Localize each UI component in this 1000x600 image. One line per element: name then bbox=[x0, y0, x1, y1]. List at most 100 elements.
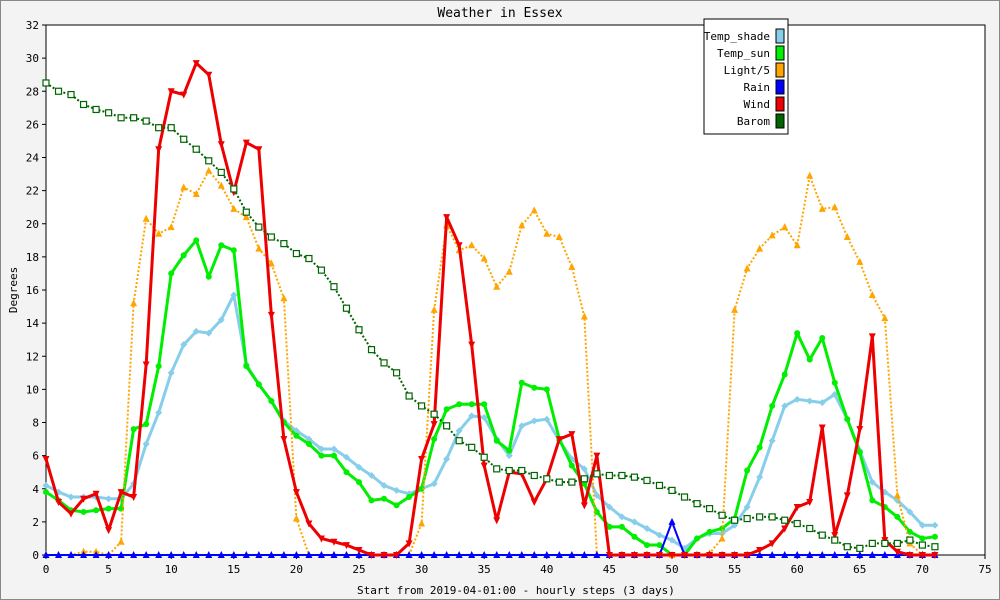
data-point-wind bbox=[655, 552, 663, 559]
series-barom bbox=[42, 79, 939, 552]
data-point-barom bbox=[831, 536, 839, 544]
data-point-temp-shade bbox=[368, 472, 376, 479]
data-point-rain bbox=[843, 551, 851, 558]
data-point-wind bbox=[530, 499, 538, 506]
plot-area bbox=[45, 24, 986, 556]
data-point-wind bbox=[618, 552, 626, 559]
data-point-temp-sun bbox=[143, 421, 150, 428]
data-point-temp-sun bbox=[456, 401, 463, 408]
data-point-barom bbox=[881, 539, 889, 548]
data-point-rain bbox=[217, 551, 225, 558]
y-tick-label: 30 bbox=[26, 52, 39, 65]
data-point-temp-shade bbox=[505, 452, 513, 460]
data-point-rain bbox=[480, 551, 488, 558]
data-point-barom bbox=[906, 536, 914, 544]
data-point-temp-shade bbox=[931, 521, 939, 529]
data-point-light-5 bbox=[881, 314, 889, 322]
data-point-temp-shade bbox=[868, 478, 876, 486]
data-point-barom bbox=[180, 135, 188, 143]
data-point-wind bbox=[668, 552, 676, 559]
y-tick-label: 10 bbox=[26, 383, 39, 396]
legend-swatch bbox=[775, 113, 785, 129]
data-point-light-5 bbox=[155, 229, 163, 237]
data-point-light-5 bbox=[731, 305, 739, 313]
x-tick-label: 60 bbox=[791, 563, 804, 576]
data-point-wind bbox=[743, 552, 751, 559]
x-tick-label: 50 bbox=[665, 563, 678, 576]
data-point-temp-shade bbox=[768, 437, 776, 445]
data-point-wind bbox=[893, 548, 901, 556]
series-wind bbox=[42, 60, 939, 559]
data-point-temp-sun bbox=[781, 371, 788, 378]
data-point-temp-sun bbox=[656, 542, 663, 549]
data-point-barom bbox=[230, 185, 238, 193]
data-point-barom bbox=[455, 437, 463, 445]
data-point-wind bbox=[906, 552, 914, 559]
data-point-barom bbox=[868, 539, 876, 548]
legend-label: Temp_shade bbox=[704, 30, 770, 43]
data-point-temp-sun bbox=[831, 379, 838, 386]
x-axis-ticks: 0 5 10 15 20 25 30 35 40 45 50 55 60 65 70 75 bbox=[43, 555, 992, 576]
data-point-wind bbox=[242, 139, 250, 147]
data-point-temp-sun bbox=[744, 467, 751, 474]
data-point-temp-sun bbox=[706, 528, 713, 535]
data-point-barom bbox=[242, 208, 250, 216]
y-tick-label: 24 bbox=[26, 152, 40, 165]
data-point-temp-shade bbox=[906, 508, 914, 516]
data-point-wind bbox=[368, 552, 376, 559]
data-point-temp-sun bbox=[343, 469, 350, 476]
data-point-barom bbox=[367, 346, 376, 354]
data-point-temp-shade bbox=[330, 445, 338, 453]
data-point-wind bbox=[267, 311, 275, 319]
data-point-rain bbox=[430, 551, 438, 558]
data-point-rain bbox=[255, 551, 263, 558]
data-point-barom bbox=[655, 481, 664, 490]
data-point-temp-sun bbox=[919, 535, 926, 542]
data-point-wind bbox=[42, 455, 50, 463]
data-point-temp-shade bbox=[831, 390, 839, 398]
data-point-wind bbox=[292, 489, 300, 497]
data-point-light-5 bbox=[480, 254, 488, 262]
data-point-rain bbox=[130, 551, 138, 558]
data-point-temp-shade bbox=[155, 409, 163, 417]
data-point-rain bbox=[768, 551, 776, 558]
data-point-light-5 bbox=[893, 491, 901, 499]
x-tick-label: 5 bbox=[105, 563, 112, 576]
data-point-barom bbox=[217, 168, 225, 177]
data-point-temp-shade bbox=[668, 536, 676, 544]
data-point-barom bbox=[630, 473, 639, 481]
data-point-light-5 bbox=[781, 223, 789, 231]
data-point-rain bbox=[468, 551, 476, 558]
data-point-rain bbox=[105, 551, 113, 558]
data-point-rain bbox=[793, 551, 801, 558]
series-layer bbox=[42, 60, 939, 559]
data-point-rain bbox=[42, 551, 50, 558]
data-point-temp-sun bbox=[168, 270, 175, 277]
data-point-wind bbox=[756, 547, 764, 555]
data-point-temp-sun bbox=[381, 495, 388, 502]
data-point-temp-shade bbox=[380, 481, 388, 489]
data-point-temp-sun bbox=[193, 237, 200, 244]
data-point-wind bbox=[593, 452, 601, 460]
data-point-temp-sun bbox=[806, 356, 813, 363]
data-point-rain bbox=[192, 551, 200, 558]
data-point-barom bbox=[255, 223, 263, 231]
data-point-barom bbox=[918, 541, 927, 549]
data-point-temp-shade bbox=[180, 341, 188, 349]
legend-swatch bbox=[775, 96, 785, 112]
y-tick-label: 0 bbox=[32, 549, 39, 562]
data-point-barom bbox=[430, 410, 438, 418]
data-point-rain bbox=[818, 551, 826, 558]
data-point-temp-sun bbox=[844, 416, 851, 423]
data-point-rain bbox=[518, 551, 526, 558]
data-point-barom bbox=[330, 283, 338, 291]
x-tick-label: 70 bbox=[916, 563, 929, 576]
data-point-light-5 bbox=[430, 305, 438, 313]
series-line-wind bbox=[44, 61, 935, 557]
data-point-barom bbox=[342, 304, 351, 312]
data-point-wind bbox=[142, 361, 150, 369]
data-point-temp-shade bbox=[743, 503, 751, 511]
x-tick-label: 75 bbox=[978, 563, 991, 576]
data-point-wind bbox=[781, 525, 789, 533]
data-point-wind bbox=[80, 495, 88, 503]
